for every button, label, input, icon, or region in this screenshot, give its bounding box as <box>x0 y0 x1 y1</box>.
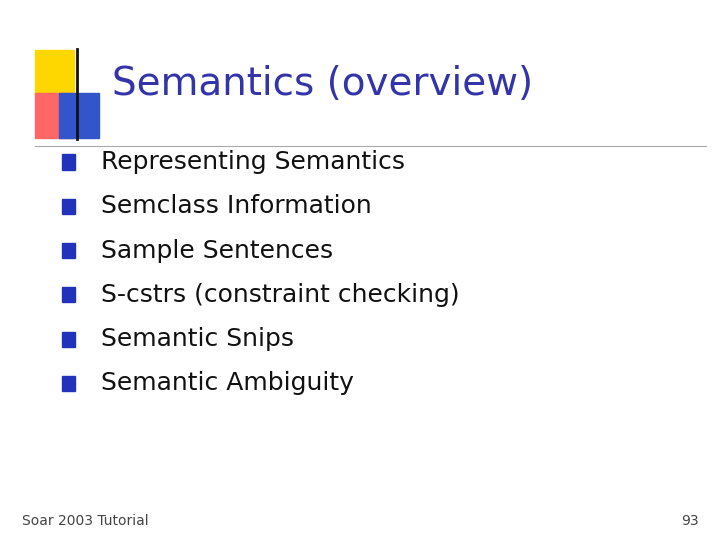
Bar <box>62 199 75 214</box>
Bar <box>62 287 75 302</box>
Text: Soar 2003 Tutorial: Soar 2003 Tutorial <box>22 514 148 528</box>
Bar <box>62 154 75 170</box>
Bar <box>62 243 75 258</box>
Text: Semclass Information: Semclass Information <box>101 194 372 218</box>
Text: Semantics (overview): Semantics (overview) <box>112 65 533 103</box>
Bar <box>35 93 74 138</box>
Text: Semantic Ambiguity: Semantic Ambiguity <box>101 372 354 395</box>
Bar <box>62 332 75 347</box>
Text: Sample Sentences: Sample Sentences <box>101 239 333 262</box>
Bar <box>62 376 75 391</box>
Text: Semantic Snips: Semantic Snips <box>101 327 294 351</box>
Text: Representing Semantics: Representing Semantics <box>101 150 405 174</box>
Bar <box>35 50 74 94</box>
Text: S-cstrs (constraint checking): S-cstrs (constraint checking) <box>101 283 459 307</box>
Text: 93: 93 <box>681 514 698 528</box>
Bar <box>59 93 99 138</box>
